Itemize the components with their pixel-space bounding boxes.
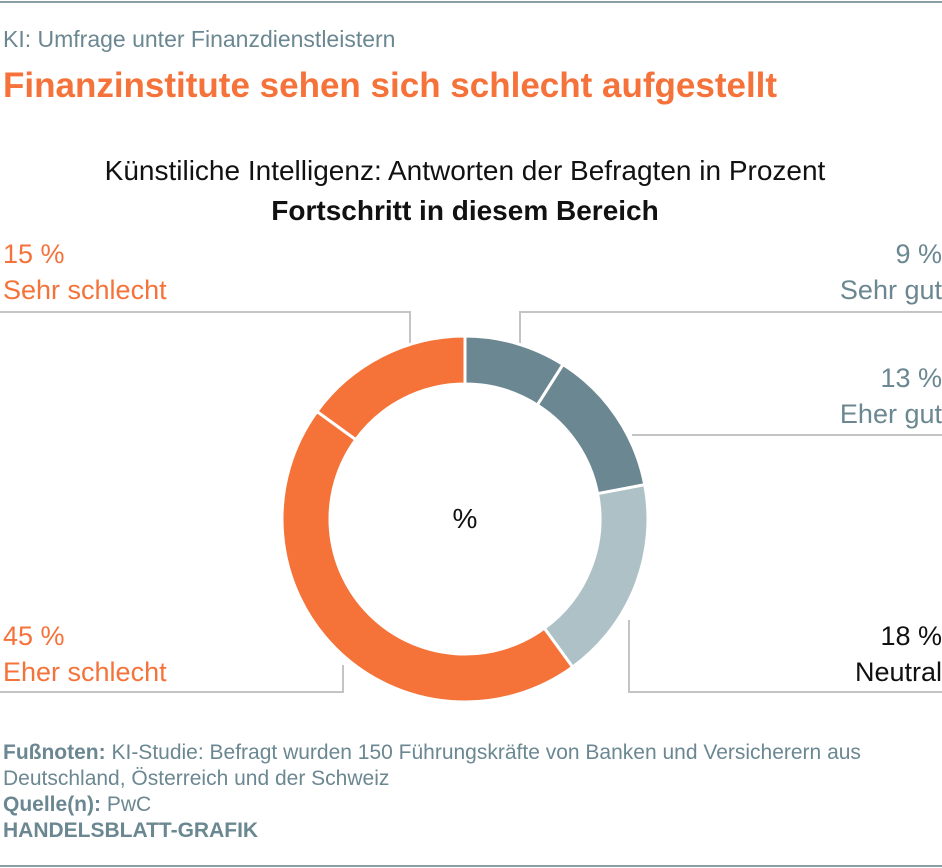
center-label: % bbox=[453, 503, 478, 534]
brand: HANDELSBLATT-GRAFIK bbox=[3, 819, 259, 842]
label-eher-schlecht: 45 % Eher schlecht bbox=[3, 621, 167, 687]
leader-eher-schlecht bbox=[0, 665, 344, 693]
footnote: Fußnoten: KI-Studie: Befragt wurden 150 … bbox=[3, 741, 861, 790]
label-sehr-schlecht: 15 % Sehr schlecht bbox=[3, 239, 167, 305]
leader-sehr-schlecht bbox=[0, 311, 411, 345]
headline: Finanzinstitute sehen sich schlecht aufg… bbox=[3, 66, 778, 105]
label-sehr-gut: 9 % Sehr gut bbox=[839, 239, 942, 305]
slice-eher-schlecht bbox=[280, 409, 575, 704]
leader-sehr-gut bbox=[519, 311, 942, 345]
kicker: KI: Umfrage unter Finanzdienstleistern bbox=[3, 26, 396, 52]
chart-title: Künstiliche Intelligenz: Antworten der B… bbox=[104, 155, 826, 186]
top-rule bbox=[0, 1, 942, 3]
slice-neutral bbox=[542, 482, 650, 670]
chart-subtitle: Fortschritt in diesem Bereich bbox=[271, 195, 659, 226]
slice-sehr-schlecht bbox=[314, 334, 467, 442]
label-eher-gut: 13 % Eher gut bbox=[839, 363, 942, 429]
source: Quelle(n): PwC bbox=[3, 793, 152, 816]
footer: Fußnoten: KI-Studie: Befragt wurden 150 … bbox=[3, 740, 883, 844]
bottom-rule bbox=[0, 865, 942, 867]
leader-neutral bbox=[628, 620, 942, 693]
label-neutral: 18 % Neutral bbox=[854, 621, 942, 687]
slice-eher-gut bbox=[535, 362, 647, 496]
